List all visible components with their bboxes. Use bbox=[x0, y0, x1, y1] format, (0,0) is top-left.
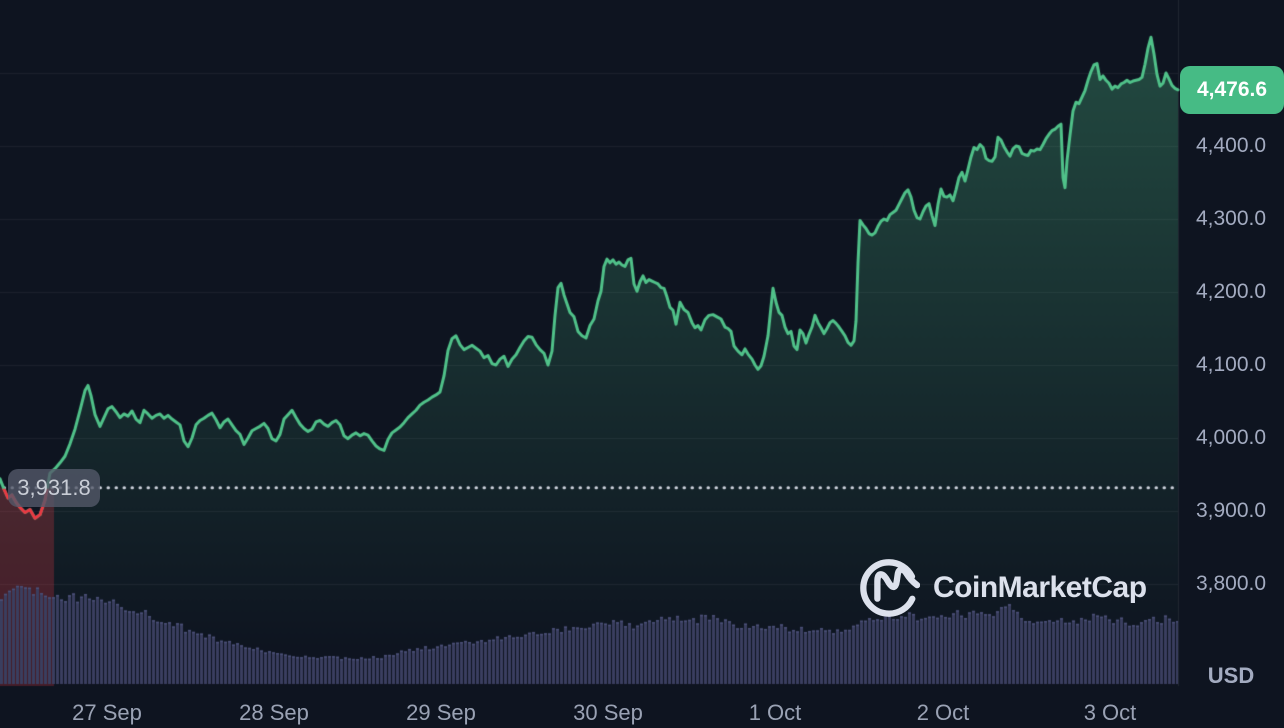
x-axis-tick-30sep: 30 Sep bbox=[573, 700, 643, 725]
reference-price-value: 3,931.8 bbox=[17, 475, 91, 500]
x-axis-tick-2oct: 2 Oct bbox=[916, 700, 970, 725]
y-axis-tick-4300: 4,300.0 bbox=[1195, 207, 1267, 230]
x-axis-tick-1oct: 1 Oct bbox=[748, 700, 802, 725]
x-axis-tick-29sep: 29 Sep bbox=[406, 700, 476, 725]
x-axis-tick-28sep: 28 Sep bbox=[239, 700, 309, 725]
y-axis-tick-4100: 4,100.0 bbox=[1195, 353, 1267, 376]
x-axis-tick-27sep: 27 Sep bbox=[72, 700, 142, 725]
y-axis-tick-4200: 4,200.0 bbox=[1195, 280, 1267, 303]
current-price-badge: 4,476.6 bbox=[1180, 66, 1284, 114]
y-axis-tick-3900: 3,900.0 bbox=[1195, 499, 1267, 522]
coinmarketcap-watermark: CoinMarketCap bbox=[858, 556, 1147, 620]
y-axis-tick-4000: 4,000.0 bbox=[1195, 426, 1267, 449]
reference-price-badge: 3,931.8 bbox=[8, 469, 100, 507]
y-axis-tick-3800: 3,800.0 bbox=[1195, 572, 1267, 595]
coinmarketcap-logo-icon bbox=[860, 559, 920, 617]
current-price-value: 4,476.6 bbox=[1196, 78, 1268, 101]
y-axis-tick-4400: 4,400.0 bbox=[1195, 134, 1267, 157]
y-axis-unit: USD bbox=[1207, 663, 1255, 688]
x-axis-tick-3oct: 3 Oct bbox=[1083, 700, 1137, 725]
coinmarketcap-wordmark: CoinMarketCap bbox=[933, 571, 1147, 604]
